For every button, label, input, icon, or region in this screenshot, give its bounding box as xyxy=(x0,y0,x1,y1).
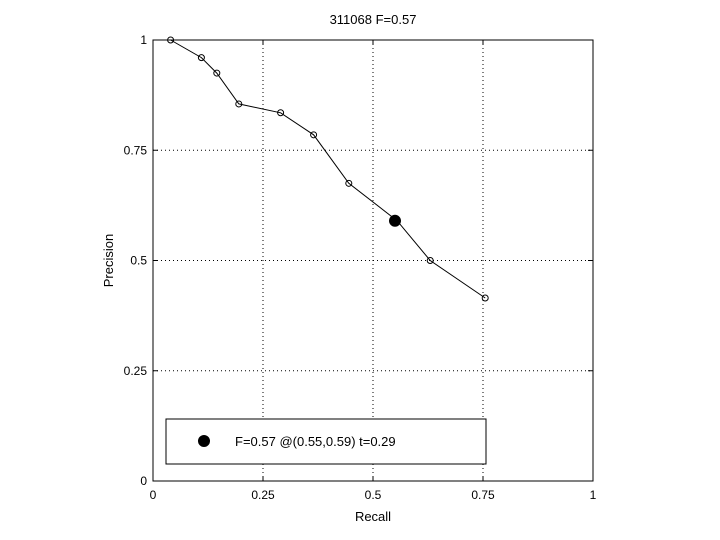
x-axis-title: Recall xyxy=(355,509,391,524)
x-tick-label: 0.5 xyxy=(365,488,382,502)
tick-labels: 0 0.25 0.5 0.75 1 0 0.25 0.5 0.75 1 xyxy=(124,33,597,502)
y-tick-label: 0.75 xyxy=(124,143,148,157)
legend-marker xyxy=(198,435,210,447)
y-tick-label: 0.25 xyxy=(124,364,148,378)
pr-curve-point xyxy=(197,54,205,62)
axis-ticks xyxy=(152,39,594,482)
pr-curve-point xyxy=(213,69,221,77)
pr-curve-point xyxy=(345,179,353,187)
pr-curve-point xyxy=(167,36,175,44)
pr-curve-line xyxy=(170,39,486,299)
x-tick-label: 0.75 xyxy=(471,488,495,502)
legend: F=0.57 @(0.55,0.59) t=0.29 xyxy=(165,418,487,465)
x-tick-label: 0 xyxy=(150,488,157,502)
y-axis-title: Precision xyxy=(101,234,116,287)
pr-curve-point xyxy=(426,257,434,264)
y-tick-label: 1 xyxy=(140,33,147,47)
pr-curve-point xyxy=(277,109,285,117)
points-layer xyxy=(167,36,489,302)
pr-curve-point xyxy=(235,100,243,108)
pr-curve-point xyxy=(310,131,318,139)
x-tick-label: 0.25 xyxy=(251,488,275,502)
pr-curve-point xyxy=(481,294,489,302)
legend-entry-label: F=0.57 @(0.55,0.59) t=0.29 xyxy=(235,434,396,449)
legend-box xyxy=(165,418,487,465)
chart-title: 311068 F=0.57 xyxy=(330,12,417,27)
x-tick-label: 1 xyxy=(590,488,597,502)
best-point-layer xyxy=(389,214,401,227)
y-tick-label: 0 xyxy=(140,474,147,488)
best-f-point xyxy=(389,214,401,227)
grid-lines xyxy=(153,40,593,481)
y-tick-label: 0.5 xyxy=(130,254,147,268)
curve-layer xyxy=(170,39,486,299)
